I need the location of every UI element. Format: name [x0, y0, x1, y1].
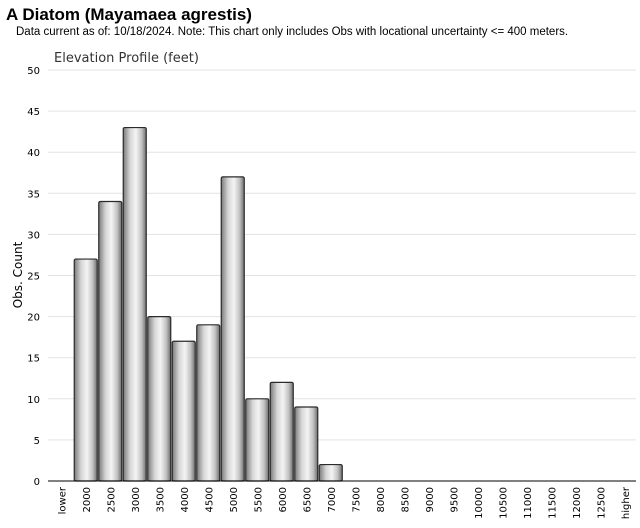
x-tick-label: 11500	[547, 487, 558, 519]
bar-5500	[245, 398, 270, 482]
x-tick-label: 12500	[596, 487, 607, 519]
y-tick-label: 25	[27, 272, 40, 283]
y-tick-label: 45	[27, 107, 40, 118]
y-tick-label: 15	[27, 354, 40, 365]
x-tick-label: 3500	[155, 487, 166, 512]
y-tick-label: 0	[34, 477, 40, 488]
bar-2000	[73, 258, 98, 482]
x-tick-label: 5000	[229, 487, 240, 512]
x-tick-label: 4500	[204, 487, 215, 512]
x-tick-label: 6500	[302, 487, 313, 512]
x-tick-label: lower	[57, 486, 68, 514]
bar-2500	[98, 200, 123, 482]
bar-7000	[318, 463, 343, 482]
page-title: A Diatom (Mayamaea agrestis)	[6, 5, 252, 24]
x-tick-label: 10500	[498, 487, 509, 519]
x-tick-label: 4000	[180, 487, 191, 512]
x-tick-label: 7000	[327, 487, 338, 512]
x-tick-label: 8500	[400, 487, 411, 512]
x-tick-label: 2500	[106, 487, 117, 512]
y-tick-label: 10	[27, 395, 40, 406]
x-tick-label: 10000	[474, 487, 485, 519]
x-tick-label: higher	[621, 486, 632, 519]
y-tick-label: 35	[27, 189, 40, 200]
bar-6500	[294, 406, 319, 482]
x-tick-label: 8000	[376, 487, 387, 512]
x-tick-label: 12000	[572, 487, 583, 519]
chart-title: Elevation Profile (feet)	[54, 51, 199, 66]
y-tick-label: 30	[27, 230, 40, 241]
x-tick-label: 7500	[351, 487, 362, 512]
bar-4500	[196, 324, 221, 482]
x-tick-label: 6000	[278, 487, 289, 512]
y-tick-label: 40	[27, 148, 40, 159]
y-tick-label: 20	[27, 313, 40, 324]
x-tick-label: 3000	[131, 487, 142, 512]
data-note: Data current as of: 10/18/2024. Note: Th…	[16, 26, 569, 38]
bar-3000	[122, 126, 147, 482]
x-tick-label: 9000	[425, 487, 436, 512]
x-tick-label: 5500	[253, 487, 264, 512]
bar-5000	[220, 176, 245, 482]
bar-6000	[269, 381, 294, 482]
y-tick-label: 50	[27, 66, 40, 77]
y-tick-label: 5	[34, 436, 40, 447]
x-tick-label: 9500	[449, 487, 460, 512]
x-tick-label: 11000	[523, 487, 534, 519]
x-tick-label: 2000	[82, 487, 93, 512]
y-axis-label: Obs. Count	[11, 241, 25, 308]
bar-3500	[147, 316, 172, 482]
bar-4000	[171, 340, 196, 482]
